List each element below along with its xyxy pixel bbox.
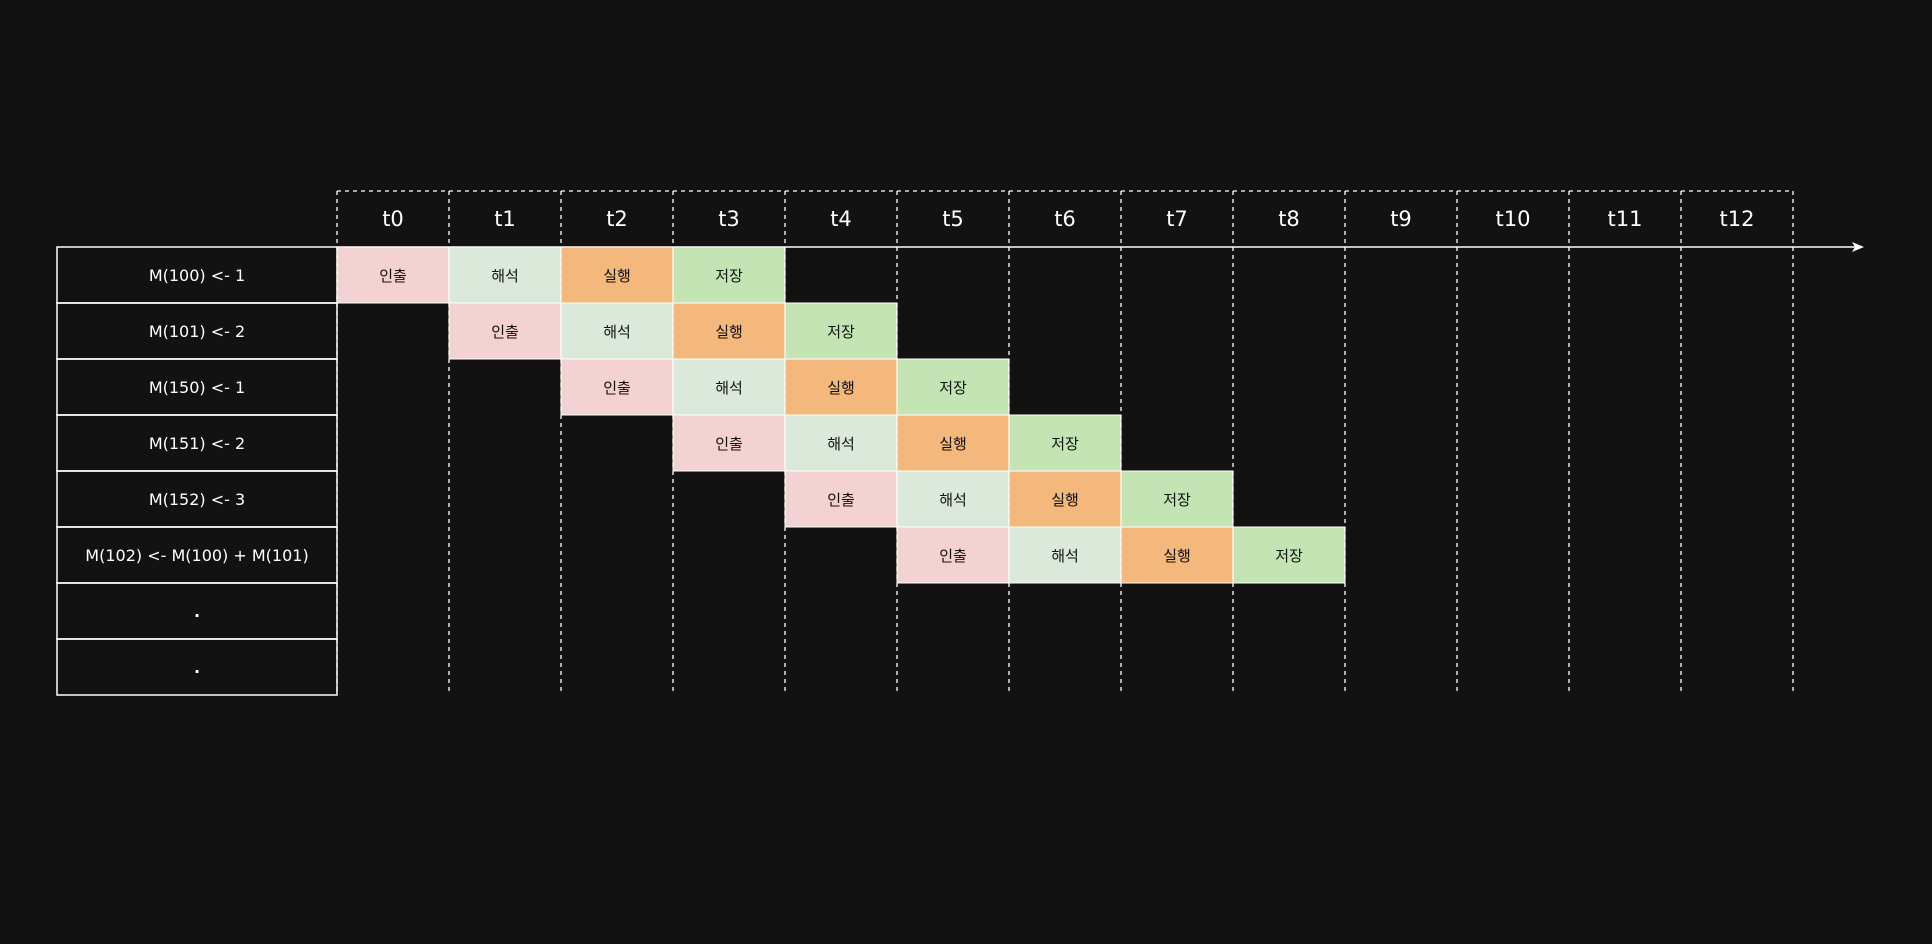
time-slot-t7: t7 [1166,207,1188,231]
time-slot-t3: t3 [718,207,740,231]
time-slot-t1: t1 [494,207,516,231]
time-slot-t5: t5 [942,207,964,231]
stage-cell [560,302,674,360]
time-slot-t6: t6 [1054,207,1076,231]
stage-label: 저장 [1275,547,1303,565]
stage-label: 실행 [1051,491,1079,509]
time-slot-t0: t0 [382,207,404,231]
time-slot-t4: t4 [830,207,852,231]
stage-label: 실행 [827,379,855,397]
stage-cell [448,302,562,360]
stage-cell [1120,526,1234,584]
time-slot-t11: t11 [1608,207,1643,231]
instruction-table: M(100) <- 1 M(101) <- 2 M(150) <- 1 M(151) … [56,246,338,696]
instruction-label: M(101) <- 2 [149,322,245,341]
stage-cell [1232,526,1346,584]
instruction-label: . [194,602,200,621]
stage-label: 인출 [603,379,631,397]
stage-cell [1008,414,1122,472]
stage-label: 해석 [491,267,519,285]
stage-cell [784,470,898,528]
stage-cell [784,358,898,416]
stage-cell [784,414,898,472]
instruction-label: . [194,658,200,677]
stage-cell [336,246,450,304]
stage-label: 실행 [715,323,743,341]
stage-label: 해석 [827,435,855,453]
stage-cell [896,470,1010,528]
time-slot-t8: t8 [1278,207,1300,231]
stage-label: 해석 [939,491,967,509]
stage-label: 실행 [1163,547,1191,565]
time-slot-t2: t2 [606,207,628,231]
stage-label: 인출 [827,491,855,509]
stage-label: 저장 [1051,435,1079,453]
instruction-label-highlighted: M(102) <- M(100) + M(101) [85,546,308,565]
stage-cell [896,414,1010,472]
stage-label: 저장 [827,323,855,341]
instruction-label: M(100) <- 1 [149,266,245,285]
time-header: t0 t1 t2 t3 t4 t5 t6 t7 t8 t9 t10 t11 t12 [337,190,1793,231]
stage-label: 인출 [715,435,743,453]
time-gridlines [336,191,1794,695]
instruction-label: M(151) <- 2 [149,434,245,453]
stage-label: 인출 [379,267,407,285]
stage-label: 실행 [603,267,631,285]
stage-label: 저장 [939,379,967,397]
stage-label: 저장 [715,267,743,285]
stage-label: 인출 [491,323,519,341]
time-slot-t9: t9 [1390,207,1412,231]
stage-cell [896,526,1010,584]
stage-label: 해석 [715,379,743,397]
stage-label: 인출 [939,547,967,565]
stage-label: 해석 [1051,547,1079,565]
stage-cell [672,358,786,416]
stage-cell [1120,470,1234,528]
time-slot-t10: t10 [1496,207,1531,231]
stage-label: 해석 [603,323,631,341]
stage-label: 저장 [1163,491,1191,509]
instruction-label: M(150) <- 1 [149,378,245,397]
instruction-label: M(152) <- 3 [149,490,245,509]
stage-cell [1008,526,1122,584]
stage-cell [672,302,786,360]
stage-label: 실행 [939,435,967,453]
stage-cell [672,414,786,472]
time-slot-t12: t12 [1720,207,1755,231]
